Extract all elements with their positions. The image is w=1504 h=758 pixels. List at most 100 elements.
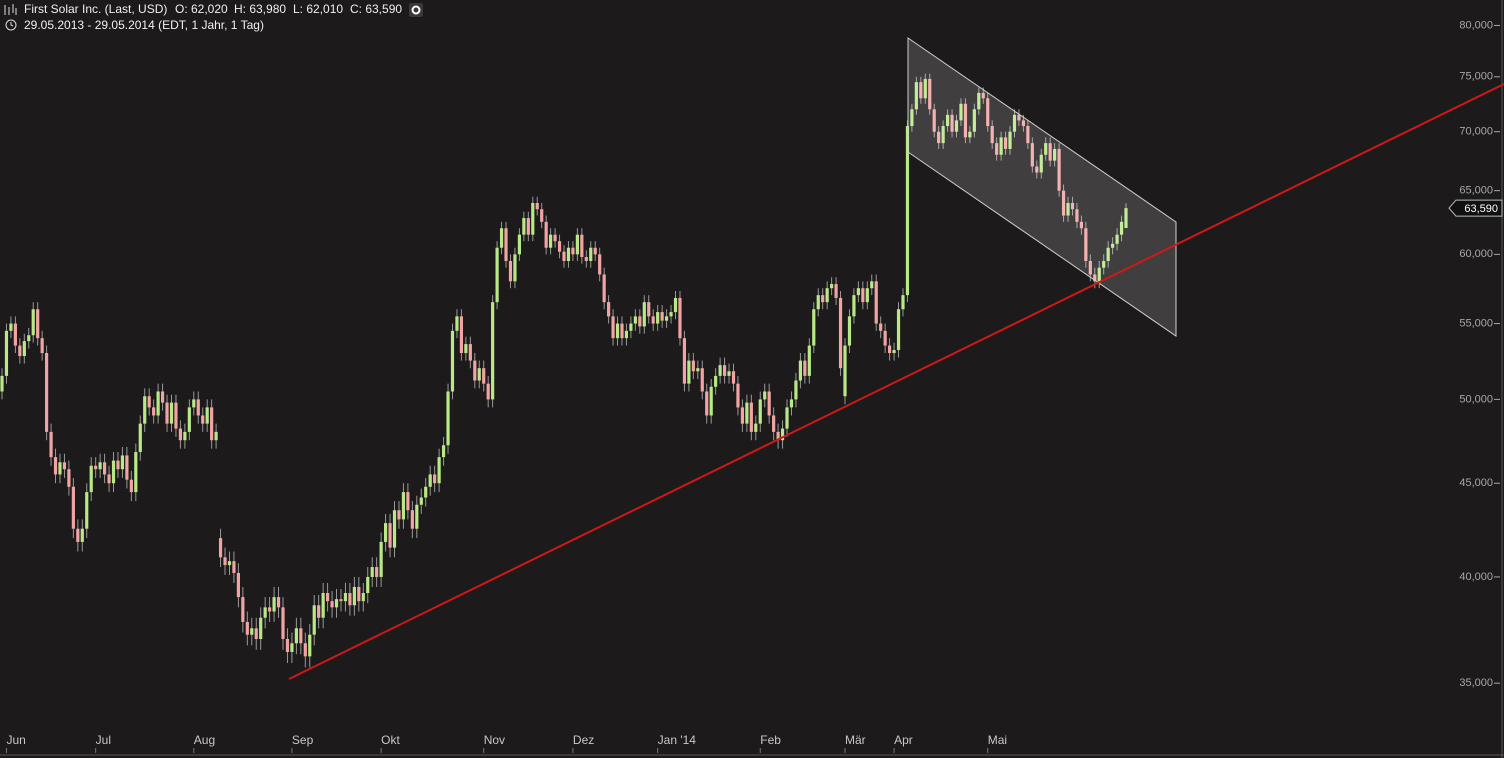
price-tag-label: 63,590: [1464, 203, 1498, 215]
candle-body: [1026, 126, 1030, 144]
candle-body: [1053, 148, 1057, 161]
candle-body: [410, 510, 414, 529]
candle-body: [620, 323, 624, 339]
candles: [0, 73, 1128, 668]
candle-body: [1106, 247, 1110, 261]
candle-body: [825, 288, 829, 303]
candle-body: [18, 345, 22, 357]
candle-body: [245, 621, 249, 635]
candle-body: [450, 330, 455, 392]
candle-body: [357, 586, 361, 602]
candle-body: [370, 567, 374, 577]
candle-body: [888, 345, 892, 354]
candle-body: [330, 601, 334, 608]
candle-body: [522, 218, 526, 235]
candle-body: [816, 295, 820, 310]
candle-body: [352, 586, 356, 606]
candle-body: [593, 247, 597, 255]
candle-body: [1044, 143, 1048, 155]
candle-body: [138, 423, 142, 453]
candle-body: [165, 402, 169, 424]
candle-body: [433, 474, 437, 484]
candle-body: [250, 628, 254, 635]
x-tick-label: Aug: [194, 733, 215, 747]
x-tick-label: Okt: [381, 733, 400, 747]
candle-body: [1035, 166, 1039, 173]
candle-body: [870, 281, 874, 289]
candle-body: [629, 323, 633, 331]
candle-body: [281, 607, 285, 639]
candle-body: [388, 523, 392, 548]
candle-body: [986, 98, 990, 127]
candle-body: [308, 634, 312, 657]
candle-body: [419, 497, 423, 505]
candle-body: [486, 383, 490, 400]
close-label: C: 63,590: [350, 2, 402, 16]
candle-body: [972, 109, 976, 132]
y-tick-label: 80,000: [1459, 19, 1493, 31]
candle-body: [178, 428, 183, 441]
candle-body: [290, 643, 294, 652]
chart-subtitle: 29.05.2013 - 29.05.2014 (EDT, 1 Jahr, 1 …: [24, 18, 264, 32]
candle-body: [446, 391, 450, 446]
candle-body: [624, 330, 629, 339]
candle-body: [183, 431, 187, 441]
candle-body: [749, 402, 753, 432]
candle-body: [718, 365, 722, 376]
candle-body: [731, 371, 736, 384]
candle-body: [361, 593, 365, 602]
candle-body: [187, 407, 191, 432]
candle-body: [71, 486, 75, 529]
candle-body: [1061, 190, 1066, 216]
candle-body: [566, 247, 571, 261]
candle-body: [205, 407, 209, 424]
x-tick-label: Apr: [894, 733, 913, 747]
candle-body: [682, 338, 687, 384]
candle-body: [1111, 243, 1115, 248]
candle-body: [1119, 221, 1124, 235]
candle-body: [780, 428, 785, 441]
candle-body: [508, 260, 513, 282]
candle-body: [821, 295, 825, 303]
candle-body: [169, 402, 174, 424]
settings-button[interactable]: [409, 3, 423, 17]
candle-body: [111, 460, 116, 484]
candle-body: [147, 396, 151, 408]
candle-body: [647, 302, 651, 317]
candle-body: [896, 309, 901, 351]
x-tick-label: Jun: [6, 733, 25, 747]
candle-body: [776, 431, 780, 441]
candle-body: [40, 338, 44, 354]
candle-body: [736, 383, 740, 408]
candle-body: [740, 407, 745, 424]
candle-body: [544, 221, 548, 248]
candle-body: [664, 316, 669, 321]
candle-body: [517, 234, 521, 255]
x-tick-label: Feb: [760, 733, 781, 747]
candle-body: [963, 103, 968, 138]
candle-body: [562, 251, 566, 261]
candle-body: [232, 561, 236, 573]
candle-body: [397, 510, 401, 520]
candle-body: [174, 402, 178, 429]
candle-body: [473, 360, 477, 381]
candle-body: [865, 288, 869, 303]
candle-body: [714, 375, 718, 387]
candle-body: [1048, 143, 1052, 161]
chart-icon: [4, 4, 17, 15]
candle-body: [687, 360, 691, 384]
candle-body: [945, 114, 950, 127]
candle-body: [990, 126, 994, 144]
candle-body: [1008, 131, 1012, 149]
candle-body: [375, 567, 379, 577]
candle-body: [0, 375, 4, 392]
candle-body: [954, 120, 959, 132]
candle-body: [847, 316, 852, 346]
candle-body: [941, 126, 945, 144]
candle-body: [120, 455, 125, 470]
clock-icon: [5, 19, 17, 31]
y-tick-label: 35,000: [1459, 677, 1493, 689]
candle-body: [192, 399, 196, 408]
candle-body: [999, 137, 1003, 155]
